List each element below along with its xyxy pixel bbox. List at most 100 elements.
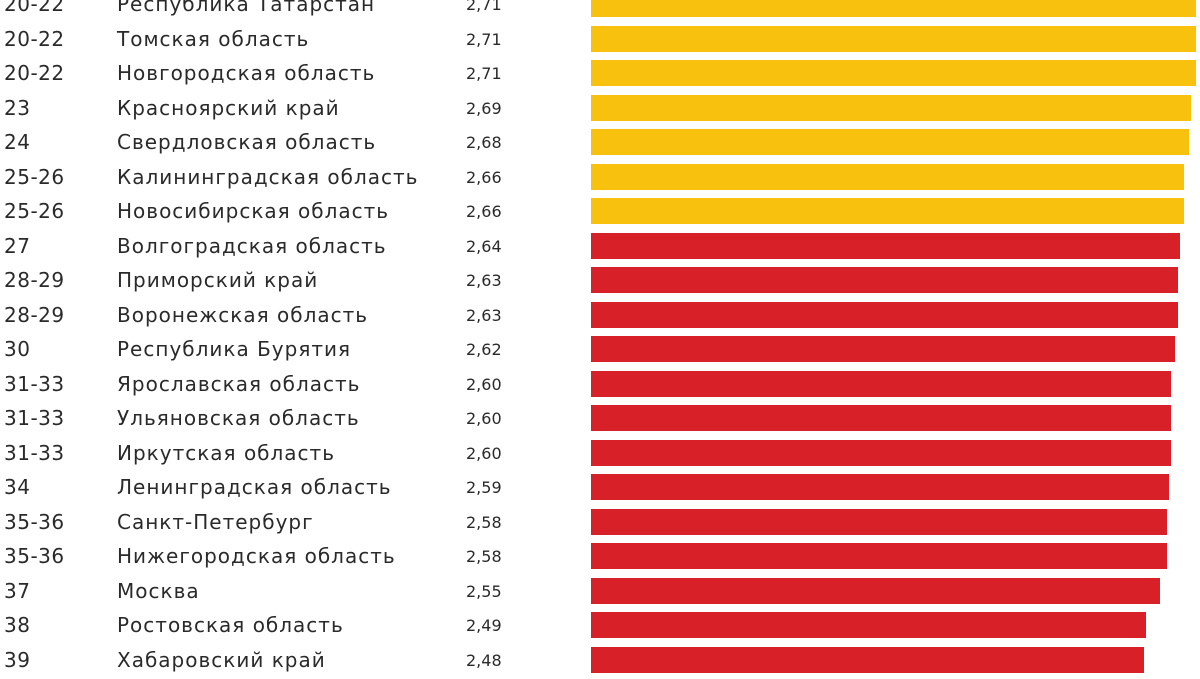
value-bar [591,0,1196,17]
value-bar [591,543,1167,569]
value-bar [591,577,1160,604]
region-label: Ростовская область [117,613,344,637]
value-label: 2,66 [466,202,502,221]
rank-label: 31-33 [4,406,65,430]
chart-row: 31-33 Ярославская область 2,60 [0,367,1200,402]
rank-label: 20-22 [4,26,65,51]
region-label: Ярославская область [117,371,361,396]
value-bar [591,25,1196,52]
rank-label: 25-26 [4,199,65,223]
rank-label: 31-33 [4,440,65,465]
value-label: 2,63 [466,271,502,290]
rank-label: 20-22 [4,0,65,16]
chart-row: 25-26 Калининградская область 2,66 [0,160,1200,195]
rank-label: 28-29 [4,268,65,292]
value-bar [591,474,1169,500]
region-label: Иркутская область [117,440,335,465]
region-label: Красноярский край [117,95,340,120]
value-bar [591,232,1180,259]
value-label: 2,60 [466,443,502,463]
value-bar [591,129,1189,155]
value-label: 2,58 [466,547,502,566]
value-label: 2,63 [466,305,502,325]
rank-label: 37 [4,578,31,603]
region-label: Ленинградская область [117,475,392,499]
chart-row: 24 Свердловская область 2,68 [0,125,1200,160]
rank-label: 39 [4,647,31,672]
region-label: Республика Татарстан [117,0,376,16]
value-label: 2,55 [466,581,502,601]
value-bar [591,405,1171,431]
value-label: 2,71 [466,0,502,14]
value-bar [591,370,1171,397]
value-bar [591,94,1191,121]
value-label: 2,48 [466,650,502,670]
chart-row: 35-36 Санкт-Петербург 2,58 [0,505,1200,540]
chart-row: 39 Хабаровский край 2,48 [0,643,1200,678]
value-label: 2,66 [466,167,502,187]
value-bar [591,301,1178,328]
chart-row: 20-22 Республика Татарстан 2,71 [0,0,1200,22]
value-bar [591,163,1184,190]
rank-label: 31-33 [4,371,65,396]
value-bar [591,198,1184,224]
region-label: Волгоградская область [117,233,387,258]
region-label: Приморский край [117,268,319,292]
value-label: 2,71 [466,64,502,83]
value-bar [591,612,1146,638]
chart-row: 28-29 Воронежская область 2,63 [0,298,1200,333]
value-label: 2,69 [466,98,502,118]
chart-row: 20-22 Новгородская область 2,71 [0,56,1200,91]
region-label: Нижегородская область [117,544,396,568]
chart-row: 28-29 Приморский край 2,63 [0,263,1200,298]
rank-label: 28-29 [4,302,65,327]
chart-row: 23 Красноярский край 2,69 [0,91,1200,126]
value-bar [591,336,1175,362]
rank-label: 23 [4,95,31,120]
value-bar [591,508,1167,535]
region-label: Свердловская область [117,130,377,154]
chart-row: 34 Ленинградская область 2,59 [0,470,1200,505]
value-bar [591,646,1144,673]
value-label: 2,60 [466,409,502,428]
region-label: Хабаровский край [117,647,326,672]
value-label: 2,49 [466,616,502,635]
chart-row: 37 Москва 2,55 [0,574,1200,609]
region-label: Томская область [117,26,310,51]
chart-row: 20-22 Томская область 2,71 [0,22,1200,57]
region-label: Ульяновская область [117,406,360,430]
region-label: Калининградская область [117,164,419,189]
region-label: Москва [117,578,200,603]
rank-label: 35-36 [4,544,65,568]
rank-label: 25-26 [4,164,65,189]
region-label: Воронежская область [117,302,369,327]
value-bar [591,60,1196,86]
value-bar [591,267,1178,293]
chart-row: 30 Республика Бурятия 2,62 [0,332,1200,367]
value-label: 2,71 [466,29,502,49]
region-label: Санкт-Петербург [117,509,314,534]
value-label: 2,68 [466,133,502,152]
value-label: 2,59 [466,478,502,497]
chart-row: 31-33 Ульяновская область 2,60 [0,401,1200,436]
chart-row: 38 Ростовская область 2,49 [0,608,1200,643]
chart-row: 27 Волгоградская область 2,64 [0,229,1200,264]
rank-label: 35-36 [4,509,65,534]
chart-row: 31-33 Иркутская область 2,60 [0,436,1200,471]
rank-label: 27 [4,233,31,258]
chart-row: 25-26 Новосибирская область 2,66 [0,194,1200,229]
value-label: 2,58 [466,512,502,532]
value-label: 2,64 [466,236,502,256]
region-label: Новгородская область [117,61,376,85]
region-label: Новосибирская область [117,199,390,223]
rank-label: 30 [4,337,31,361]
rank-label: 34 [4,475,31,499]
value-label: 2,60 [466,374,502,394]
rank-label: 20-22 [4,61,65,85]
region-label: Республика Бурятия [117,337,352,361]
rank-label: 24 [4,130,31,154]
chart-row: 35-36 Нижегородская область 2,58 [0,539,1200,574]
rank-label: 38 [4,613,31,637]
value-bar [591,439,1171,466]
